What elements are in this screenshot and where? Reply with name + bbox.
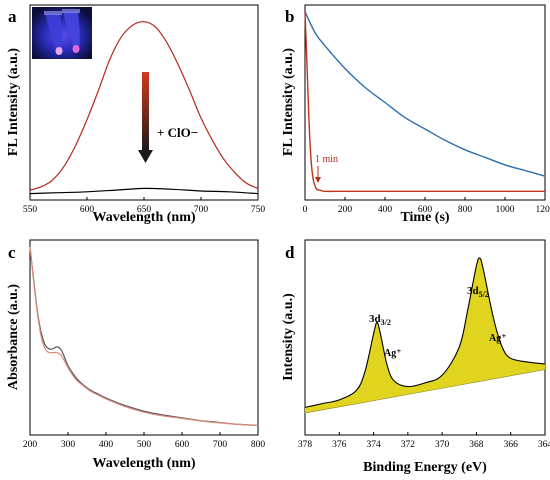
panel-a-annotation: + ClO− (157, 125, 198, 140)
panel-d-peak-fill (305, 257, 545, 414)
panel-d-xtick-label: 370 (435, 440, 450, 450)
panel-c-series-after-line (29, 246, 259, 426)
panel-d-xtick-label: 378 (298, 440, 313, 450)
panel-c-xtick-label: 300 (61, 440, 76, 450)
panel-c-xtick-label: 600 (175, 440, 190, 450)
panel-a-xtick-label: 650 (137, 205, 152, 215)
panel-b-xtick-label: 1000 (496, 205, 515, 215)
panel-c-ylabel: Absorbance (a.u.) (6, 284, 21, 391)
panel-a-xtick-label: 600 (80, 205, 95, 215)
panel-d-xlabel: Binding Energy (eV) (363, 460, 487, 475)
panel-b-xtick-label: 800 (458, 205, 473, 215)
panel-d-annotation-3d52: 3d5/2 (467, 285, 489, 299)
panel-b-annotation: 1 min (315, 154, 338, 165)
panel-c-series-before-line (29, 246, 259, 426)
panel-d-ylabel: Intensity (a.u.) (281, 293, 296, 381)
panel-c-xtick-label: 400 (99, 440, 114, 450)
panel-b-ylabel: FL Intensity (a.u.) (281, 48, 296, 156)
panel-d-xtick-label: 374 (366, 440, 381, 450)
panel-c-xtick-label: 700 (213, 440, 228, 450)
vial-photo-inset (32, 7, 92, 59)
panel-a-xtick-label: 550 (23, 205, 38, 215)
panel-b-annotation-arrow-head (315, 177, 321, 183)
panel-a-series-before-line (29, 21, 259, 191)
panel-b-xtick-label: 600 (418, 205, 433, 215)
panel-d-letter: d (285, 243, 295, 262)
panel-b-frame (304, 4, 546, 201)
panel-a-ylabel: FL Intensity (a.u.) (6, 48, 21, 156)
panel-d-baseline-line (304, 369, 546, 414)
svg-text:3d5/2: 3d5/2 (467, 285, 489, 299)
panel-b-xtick-label: 1200 (536, 205, 550, 215)
panel-d-frame (304, 239, 546, 436)
panel-b-xtick-label: 200 (338, 205, 353, 215)
panel-a-arrow-head (138, 150, 153, 163)
panel-c-xlabel: Wavelength (nm) (92, 456, 195, 471)
panel-a-letter: a (8, 7, 17, 26)
panel-b-letter: b (285, 7, 294, 26)
panel-a-arrow-shaft (142, 72, 149, 152)
panel-a-xlabel: Wavelength (nm) (92, 210, 195, 225)
panel-b-series-slow-line (304, 11, 546, 177)
panel-c-frame (29, 239, 259, 436)
panel-c-xtick-label: 500 (137, 440, 152, 450)
panel-b-xlabel: Time (s) (400, 210, 449, 225)
panel-b-xtick-label: 0 (303, 205, 308, 215)
panel-d-xtick-label: 368 (469, 440, 484, 450)
panel-c-xtick-label: 200 (23, 440, 38, 450)
panel-d-annotation-ag-2: Ag⁺ (489, 333, 507, 344)
panel-d-xtick-label: 364 (538, 440, 550, 450)
panel-d-spectrum-line (304, 257, 546, 408)
panel-d-xtick-label: 366 (504, 440, 519, 450)
panel-b-xtick-label: 400 (378, 205, 393, 215)
panel-d-annotation-ag-1: Ag⁺ (384, 348, 402, 359)
panel-a-xtick-label: 750 (251, 205, 266, 215)
panel-d-xtick-label: 372 (401, 440, 416, 450)
panel-b-series-fast-line (304, 11, 545, 193)
panel-d-xtick-label: 376 (332, 440, 347, 450)
panel-a-xtick-label: 700 (194, 205, 209, 215)
panel-a-series-after-line (29, 187, 259, 195)
panel-c-letter: c (8, 243, 16, 262)
svg-text:3d3/2: 3d3/2 (369, 313, 391, 327)
panel-d-annotation-3d32: 3d3/2 (369, 313, 391, 327)
panel-c-xtick-label: 800 (251, 440, 266, 450)
